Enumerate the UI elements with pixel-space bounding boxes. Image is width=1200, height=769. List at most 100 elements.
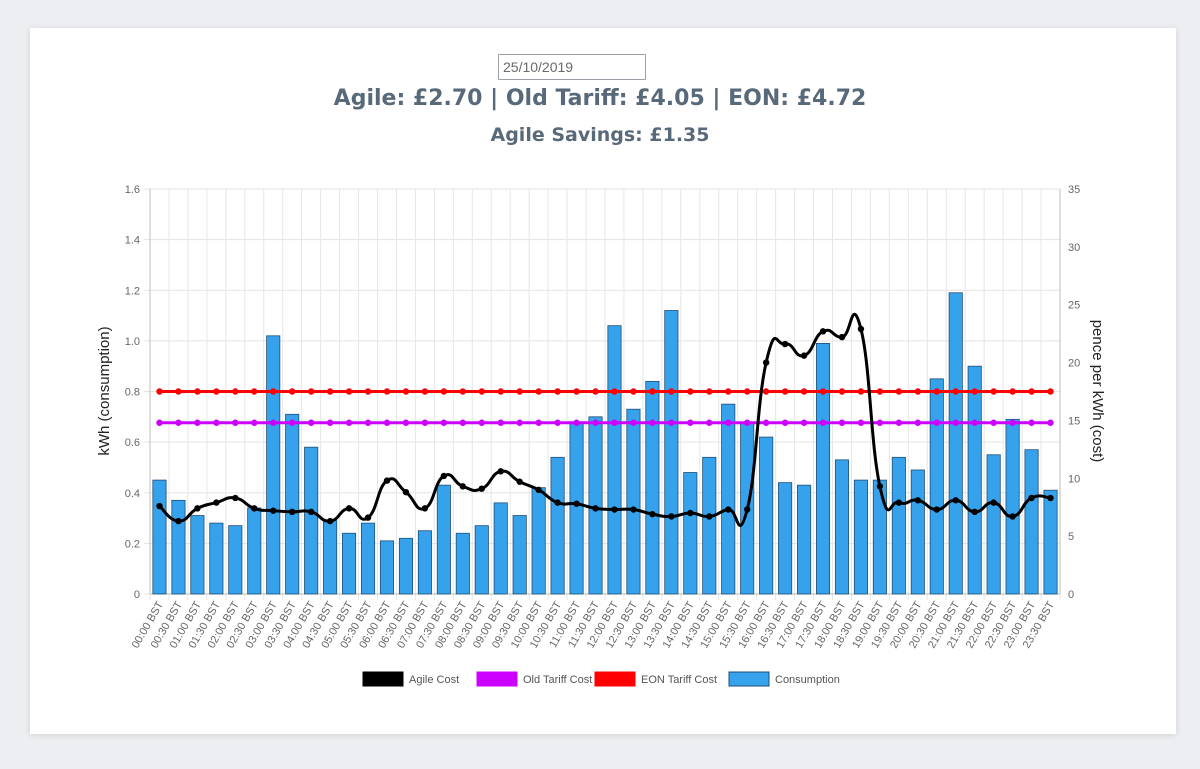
old-tariff-cost-point [573, 419, 580, 426]
old-tariff-cost-point [251, 419, 258, 426]
legend-label: Agile Cost [409, 674, 459, 686]
consumption-bar [683, 472, 698, 595]
eon-tariff-cost-point [725, 388, 732, 395]
legend-swatch [594, 671, 636, 687]
agile-cost-point [1009, 513, 1016, 520]
y2-tick-label: 30 [1068, 242, 1080, 254]
agile-cost-point [440, 472, 448, 480]
consumption-bar [872, 479, 887, 595]
old-tariff-cost-point [459, 419, 467, 426]
consumption-bar [986, 454, 1001, 595]
y2-tick-label: 5 [1068, 531, 1074, 543]
old-tariff-cost-point [819, 419, 827, 426]
old-tariff-cost-point [270, 419, 277, 426]
y2-tick-label: 20 [1068, 358, 1080, 370]
eon-tariff-cost-point [611, 388, 618, 395]
eon-tariff-cost-point [194, 388, 201, 395]
old-tariff-cost-point [592, 419, 599, 426]
y2-tick-label: 15 [1068, 415, 1080, 427]
consumption-bar [285, 413, 300, 595]
agile-cost-point [270, 507, 277, 514]
old-tariff-cost-point [990, 419, 997, 426]
old-tariff-cost-point [364, 419, 372, 426]
agile-cost-point [497, 468, 504, 475]
eon-tariff-cost-point [933, 388, 940, 395]
eon-tariff-cost-point [478, 388, 485, 395]
old-tariff-cost-point [914, 419, 922, 426]
agile-cost-point [194, 505, 201, 512]
agile-cost-point [1028, 494, 1035, 502]
eon-tariff-cost-point [687, 388, 694, 395]
old-tariff-cost-point [383, 419, 391, 426]
eon-tariff-cost-point [668, 388, 675, 395]
consumption-bar [512, 515, 527, 595]
eon-tariff-cost-point [345, 388, 353, 395]
old-tariff-cost-point [876, 419, 884, 426]
consumption-bar [853, 479, 868, 595]
old-tariff-cost-point [554, 419, 561, 426]
old-tariff-cost-point [1028, 419, 1035, 426]
eon-tariff-cost-point [307, 388, 315, 395]
consumption-bar [967, 365, 982, 595]
agile-cost-point [535, 486, 542, 494]
old-tariff-cost-point [421, 419, 429, 426]
old-tariff-cost-point [307, 419, 315, 426]
eon-tariff-cost-point [497, 388, 504, 395]
eon-tariff-cost-point [383, 388, 391, 395]
consumption-bar [1024, 449, 1039, 595]
eon-tariff-cost-point [990, 388, 997, 395]
legend-label: Consumption [775, 674, 840, 686]
old-tariff-cost-point [345, 419, 353, 426]
consumption-bar [436, 484, 451, 595]
eon-tariff-cost-point [971, 388, 978, 395]
old-tariff-cost-point [762, 419, 770, 426]
agile-cost-point [326, 517, 334, 525]
eon-tariff-cost-point [743, 388, 751, 395]
eon-tariff-cost-point [175, 388, 182, 395]
eon-tariff-cost-point [857, 388, 865, 395]
consumption-bar [493, 502, 508, 595]
agile-cost-point [725, 506, 732, 513]
agile-cost-point [706, 513, 713, 520]
consumption-bar [474, 525, 489, 595]
old-tariff-cost-point [194, 419, 201, 426]
old-tariff-cost-point [497, 419, 504, 426]
consumption-bar [228, 525, 243, 595]
eon-tariff-cost-point [213, 388, 220, 395]
eon-tariff-cost-point [573, 388, 580, 395]
old-tariff-cost-point [402, 419, 410, 426]
agile-cost-point [630, 506, 637, 513]
eon-tariff-cost-point [554, 388, 561, 395]
y-tick-label: 0.4 [125, 488, 140, 500]
agile-cost-point [573, 500, 580, 507]
eon-tariff-cost-point [819, 388, 827, 395]
old-tariff-cost-point [611, 419, 618, 426]
eon-tariff-cost-point [156, 388, 163, 395]
y2-axis-title: pence per kWh (cost) [1089, 320, 1106, 463]
date-input[interactable] [498, 54, 646, 80]
consumption-bar [1043, 489, 1058, 595]
legend-swatch [362, 671, 404, 687]
agile-cost-point [554, 499, 561, 506]
consumption-bar [948, 292, 963, 595]
eon-tariff-cost-point [592, 388, 599, 395]
consumption-bar [171, 499, 186, 595]
agile-cost-point [1047, 494, 1054, 502]
consumption-bar [342, 532, 357, 595]
eon-tariff-cost-point [251, 388, 258, 395]
agile-cost-point [307, 508, 315, 516]
y2-tick-label: 25 [1068, 300, 1080, 312]
agile-cost-point [402, 488, 410, 496]
agile-cost-point [668, 513, 675, 520]
eon-tariff-cost-point [270, 388, 277, 395]
old-tariff-cost-point [895, 419, 903, 426]
agile-cost-point [857, 325, 865, 333]
agile-cost-point [990, 499, 997, 506]
eon-tariff-cost-point [364, 388, 372, 395]
old-tariff-cost-point [630, 419, 637, 426]
agile-cost-point [895, 499, 903, 506]
consumption-bar [702, 456, 717, 595]
consumption-bar [645, 380, 660, 595]
y-tick-label: 0.8 [125, 387, 140, 399]
